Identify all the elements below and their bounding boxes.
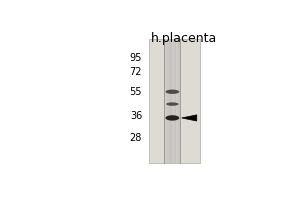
Bar (174, 39, 175, 163)
Polygon shape (182, 115, 197, 121)
Bar (172, 39, 173, 163)
Bar (169, 39, 171, 163)
Text: 55: 55 (130, 87, 142, 97)
Bar (173, 39, 174, 163)
Ellipse shape (165, 115, 179, 121)
Bar (176, 39, 177, 163)
Ellipse shape (166, 102, 178, 106)
Bar (169, 39, 170, 163)
Bar (149, 39, 200, 163)
Bar (175, 39, 176, 163)
Text: h.placenta: h.placenta (151, 32, 217, 45)
Bar (165, 39, 166, 163)
Text: 95: 95 (130, 53, 142, 63)
Bar (167, 39, 169, 163)
Text: 36: 36 (130, 111, 142, 121)
Bar (164, 39, 181, 163)
Bar (177, 39, 178, 163)
Ellipse shape (165, 90, 179, 94)
Text: 28: 28 (130, 133, 142, 143)
Text: 72: 72 (130, 67, 142, 77)
Bar (179, 39, 181, 163)
Bar (178, 39, 179, 163)
Bar (171, 39, 172, 163)
Bar (164, 39, 165, 163)
